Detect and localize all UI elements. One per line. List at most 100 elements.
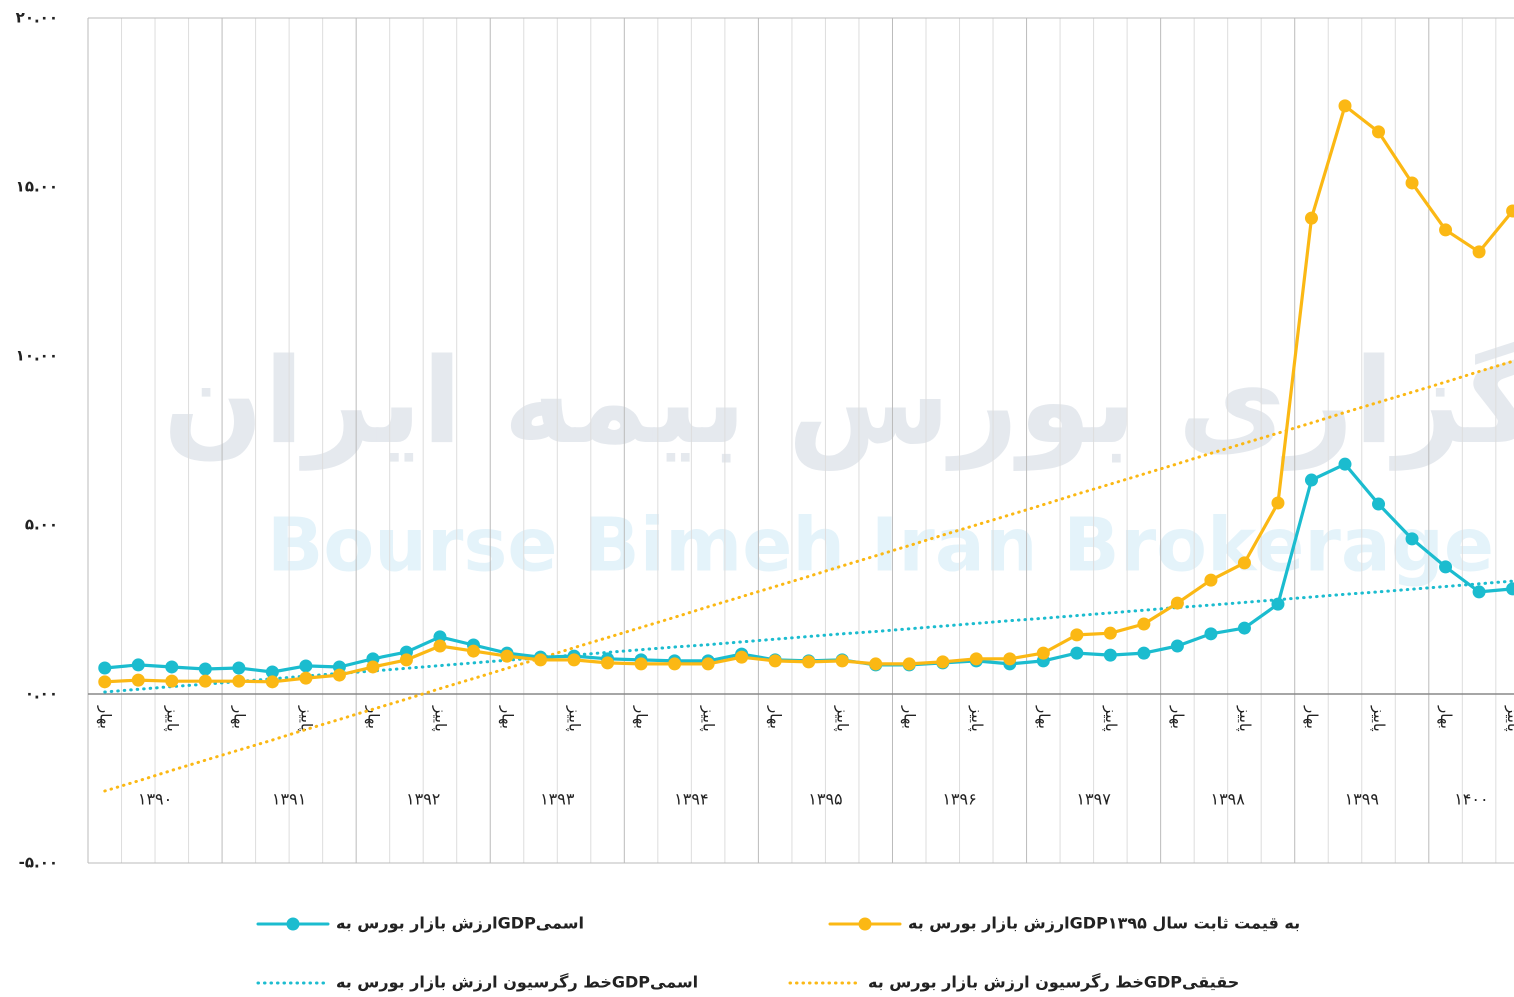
point — [433, 630, 447, 644]
x-group-label: ۱۳۹۹ — [1345, 790, 1379, 809]
point — [567, 653, 581, 667]
point — [1036, 646, 1050, 660]
point — [1472, 245, 1486, 259]
x-group-label: ۱۳۹۲ — [406, 790, 440, 809]
point — [1304, 211, 1318, 225]
point — [1271, 597, 1285, 611]
point — [1506, 204, 1514, 218]
point — [835, 654, 849, 668]
x-group-label: ۱۳۹۱ — [272, 790, 306, 809]
point — [534, 653, 548, 667]
point — [1338, 457, 1352, 471]
x-group-label: ۱۳۹۸ — [1210, 790, 1245, 809]
x-tick-label: پاییز — [1369, 705, 1388, 732]
point — [299, 659, 313, 673]
x-group-label: ۱۳۹۵ — [808, 790, 842, 809]
point — [1070, 646, 1084, 660]
point — [232, 674, 246, 688]
legend-label: ارزش بازار بورس بهGDPبه قیمت ثابت سال ۱۳… — [908, 914, 1300, 933]
y-tick-label: ۱۵.۰۰ — [16, 178, 58, 196]
x-tick-label: پاییز — [699, 705, 718, 732]
point — [1237, 556, 1251, 570]
point — [701, 657, 715, 671]
x-tick-label: بهار — [633, 705, 651, 729]
x-tick-label: پاییز — [296, 705, 315, 732]
y-tick-label: ۱۰.۰۰ — [16, 347, 58, 365]
x-tick-label: بهار — [1303, 705, 1321, 729]
x-group-label: ۱۴۰۰ — [1454, 790, 1488, 809]
x-tick-label: پاییز — [162, 705, 181, 732]
point — [299, 671, 313, 685]
point — [1237, 621, 1251, 635]
point — [1304, 473, 1318, 487]
point — [165, 660, 179, 674]
x-tick-label: پاییز — [1503, 705, 1514, 732]
point — [265, 665, 279, 679]
point — [500, 649, 514, 663]
point — [1472, 585, 1486, 599]
trend-line — [103, 579, 1514, 694]
point — [1137, 617, 1151, 631]
point — [1271, 496, 1285, 510]
point — [634, 657, 648, 671]
point — [466, 644, 480, 658]
point — [1338, 99, 1352, 113]
point — [869, 657, 883, 671]
point — [131, 658, 145, 672]
point — [366, 660, 380, 674]
legend-marker — [858, 917, 872, 931]
point — [332, 668, 346, 682]
x-group-label: ۱۳۹۴ — [674, 790, 708, 809]
point — [131, 673, 145, 687]
point — [232, 661, 246, 675]
point — [601, 656, 615, 670]
x-group-label: ۱۳۹۳ — [540, 790, 575, 809]
x-tick-label: پاییز — [967, 705, 986, 732]
point — [1405, 532, 1419, 546]
point — [1170, 639, 1184, 653]
point — [1439, 560, 1453, 574]
x-tick-label: بهار — [230, 705, 248, 729]
x-tick-label: بهار — [1169, 705, 1187, 729]
trend-line — [103, 359, 1514, 793]
legend-marker — [286, 917, 300, 931]
point — [1405, 176, 1419, 190]
legend-label: خط رگرسیون ارزش بازار بورس بهGDPحقیقی — [868, 973, 1239, 992]
y-tick-label: ۰.۰۰ — [25, 685, 58, 703]
point — [1137, 646, 1151, 660]
legend-label: خط رگرسیون ارزش بازار بورس بهGDPاسمی — [336, 973, 698, 992]
point — [1070, 628, 1084, 642]
y-tick-label: ۲۰.۰۰ — [16, 9, 58, 27]
x-tick-label: پاییز — [1235, 705, 1254, 732]
point — [768, 654, 782, 668]
watermark: کارگزاری بورس بیمه ایران — [163, 332, 1514, 471]
point — [98, 661, 112, 675]
point — [1003, 652, 1017, 666]
point — [1439, 223, 1453, 237]
x-tick-label: پاییز — [1101, 705, 1120, 732]
point — [198, 662, 212, 676]
point — [1170, 596, 1184, 610]
x-group-label: ۱۳۹۷ — [1076, 790, 1111, 809]
point — [1103, 648, 1117, 662]
point — [902, 657, 916, 671]
point — [1103, 626, 1117, 640]
x-group-label: ۱۳۹۶ — [942, 790, 976, 809]
point — [1204, 573, 1218, 587]
point — [802, 655, 816, 669]
x-tick-label: بهار — [767, 705, 785, 729]
point — [1506, 582, 1514, 596]
x-tick-label: بهار — [1035, 705, 1053, 729]
x-tick-label: بهار — [96, 705, 114, 729]
point — [668, 657, 682, 671]
x-group-label: ۱۳۹۰ — [138, 790, 172, 809]
point — [198, 674, 212, 688]
point — [433, 639, 447, 653]
x-tick-label: پاییز — [833, 705, 852, 732]
x-tick-label: پاییز — [565, 705, 584, 732]
y-tick-label: ۵.۰۰ — [25, 516, 58, 534]
point — [1372, 125, 1386, 139]
point — [969, 652, 983, 666]
point — [265, 675, 279, 689]
